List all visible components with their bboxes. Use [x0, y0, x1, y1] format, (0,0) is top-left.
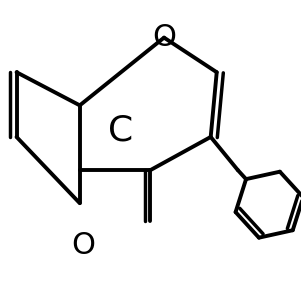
Text: O: O	[71, 231, 95, 260]
Text: C: C	[108, 114, 133, 148]
Text: O: O	[152, 23, 176, 52]
